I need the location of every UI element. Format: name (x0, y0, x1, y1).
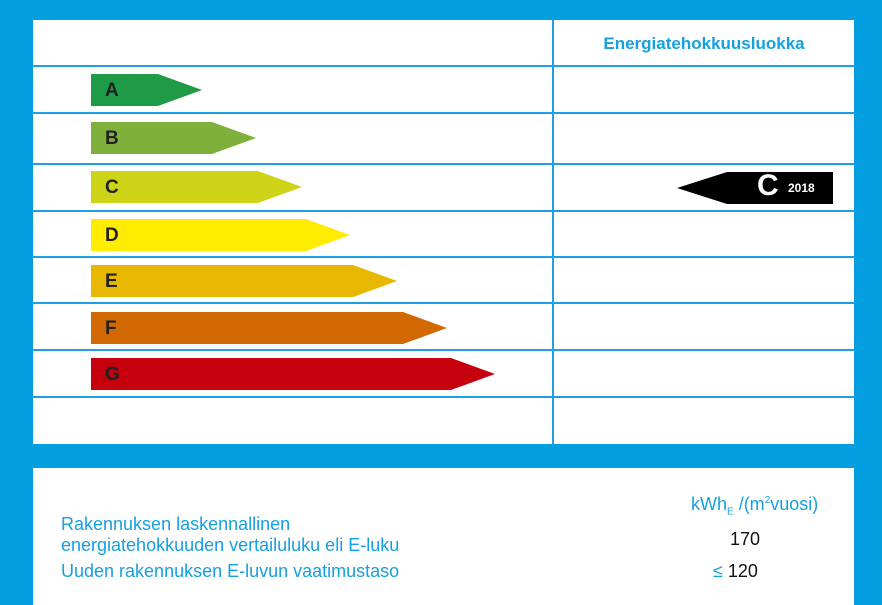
class-label: F (105, 318, 117, 339)
energy-class-header: Energiatehokkuusluokka (603, 34, 805, 53)
current-class-year: 2018 (788, 181, 815, 195)
energy-class-e: E (91, 265, 397, 297)
class-arrow-icon (91, 358, 495, 390)
class-arrow-icon (91, 122, 256, 154)
row-divider (33, 210, 854, 212)
current-class-letter: C (757, 169, 779, 202)
energy-class-c: C (91, 171, 302, 203)
e-value: 170 (730, 529, 761, 549)
energy-class-b: B (91, 122, 256, 154)
e-value-label: Rakennuksen laskennallinen energiatehokku… (61, 514, 400, 555)
class-arrow-icon (91, 74, 202, 106)
requirement-value: ≤ 120 (713, 561, 758, 581)
row-divider (33, 65, 854, 67)
row-divider (33, 349, 854, 351)
row-divider (33, 256, 854, 258)
class-label: D (105, 225, 119, 246)
current-class-arrow-icon (677, 172, 833, 204)
class-arrow-icon (91, 171, 302, 203)
energy-class-f: F (91, 312, 447, 344)
class-label: G (105, 364, 120, 385)
row-divider (33, 396, 854, 398)
class-label: E (105, 271, 118, 292)
energy-class-a: A (91, 74, 202, 106)
row-divider (33, 163, 854, 165)
row-divider (33, 112, 854, 114)
current-class-indicator: C 2018 (677, 169, 835, 210)
requirement-label: Uuden rakennuksen E-luvun vaatimustaso (61, 561, 400, 581)
class-label: B (105, 128, 119, 149)
class-arrow-icon (91, 219, 350, 251)
energy-class-g: G (91, 358, 495, 390)
class-arrow-icon (91, 312, 447, 344)
energy-class-table: Energiatehokkuusluokka A B C D E F G C 2018 (33, 20, 854, 444)
class-label: A (105, 80, 119, 101)
unit-label: kWhE /(m2vuosi) (691, 494, 819, 518)
energy-class-d: D (91, 219, 350, 251)
row-divider (33, 302, 854, 304)
class-arrow-icon (91, 265, 397, 297)
class-label: C (105, 177, 119, 198)
column-divider (552, 20, 554, 444)
summary-panel: kWhE /(m2vuosi) Rakennuksen laskennallin… (33, 468, 854, 605)
